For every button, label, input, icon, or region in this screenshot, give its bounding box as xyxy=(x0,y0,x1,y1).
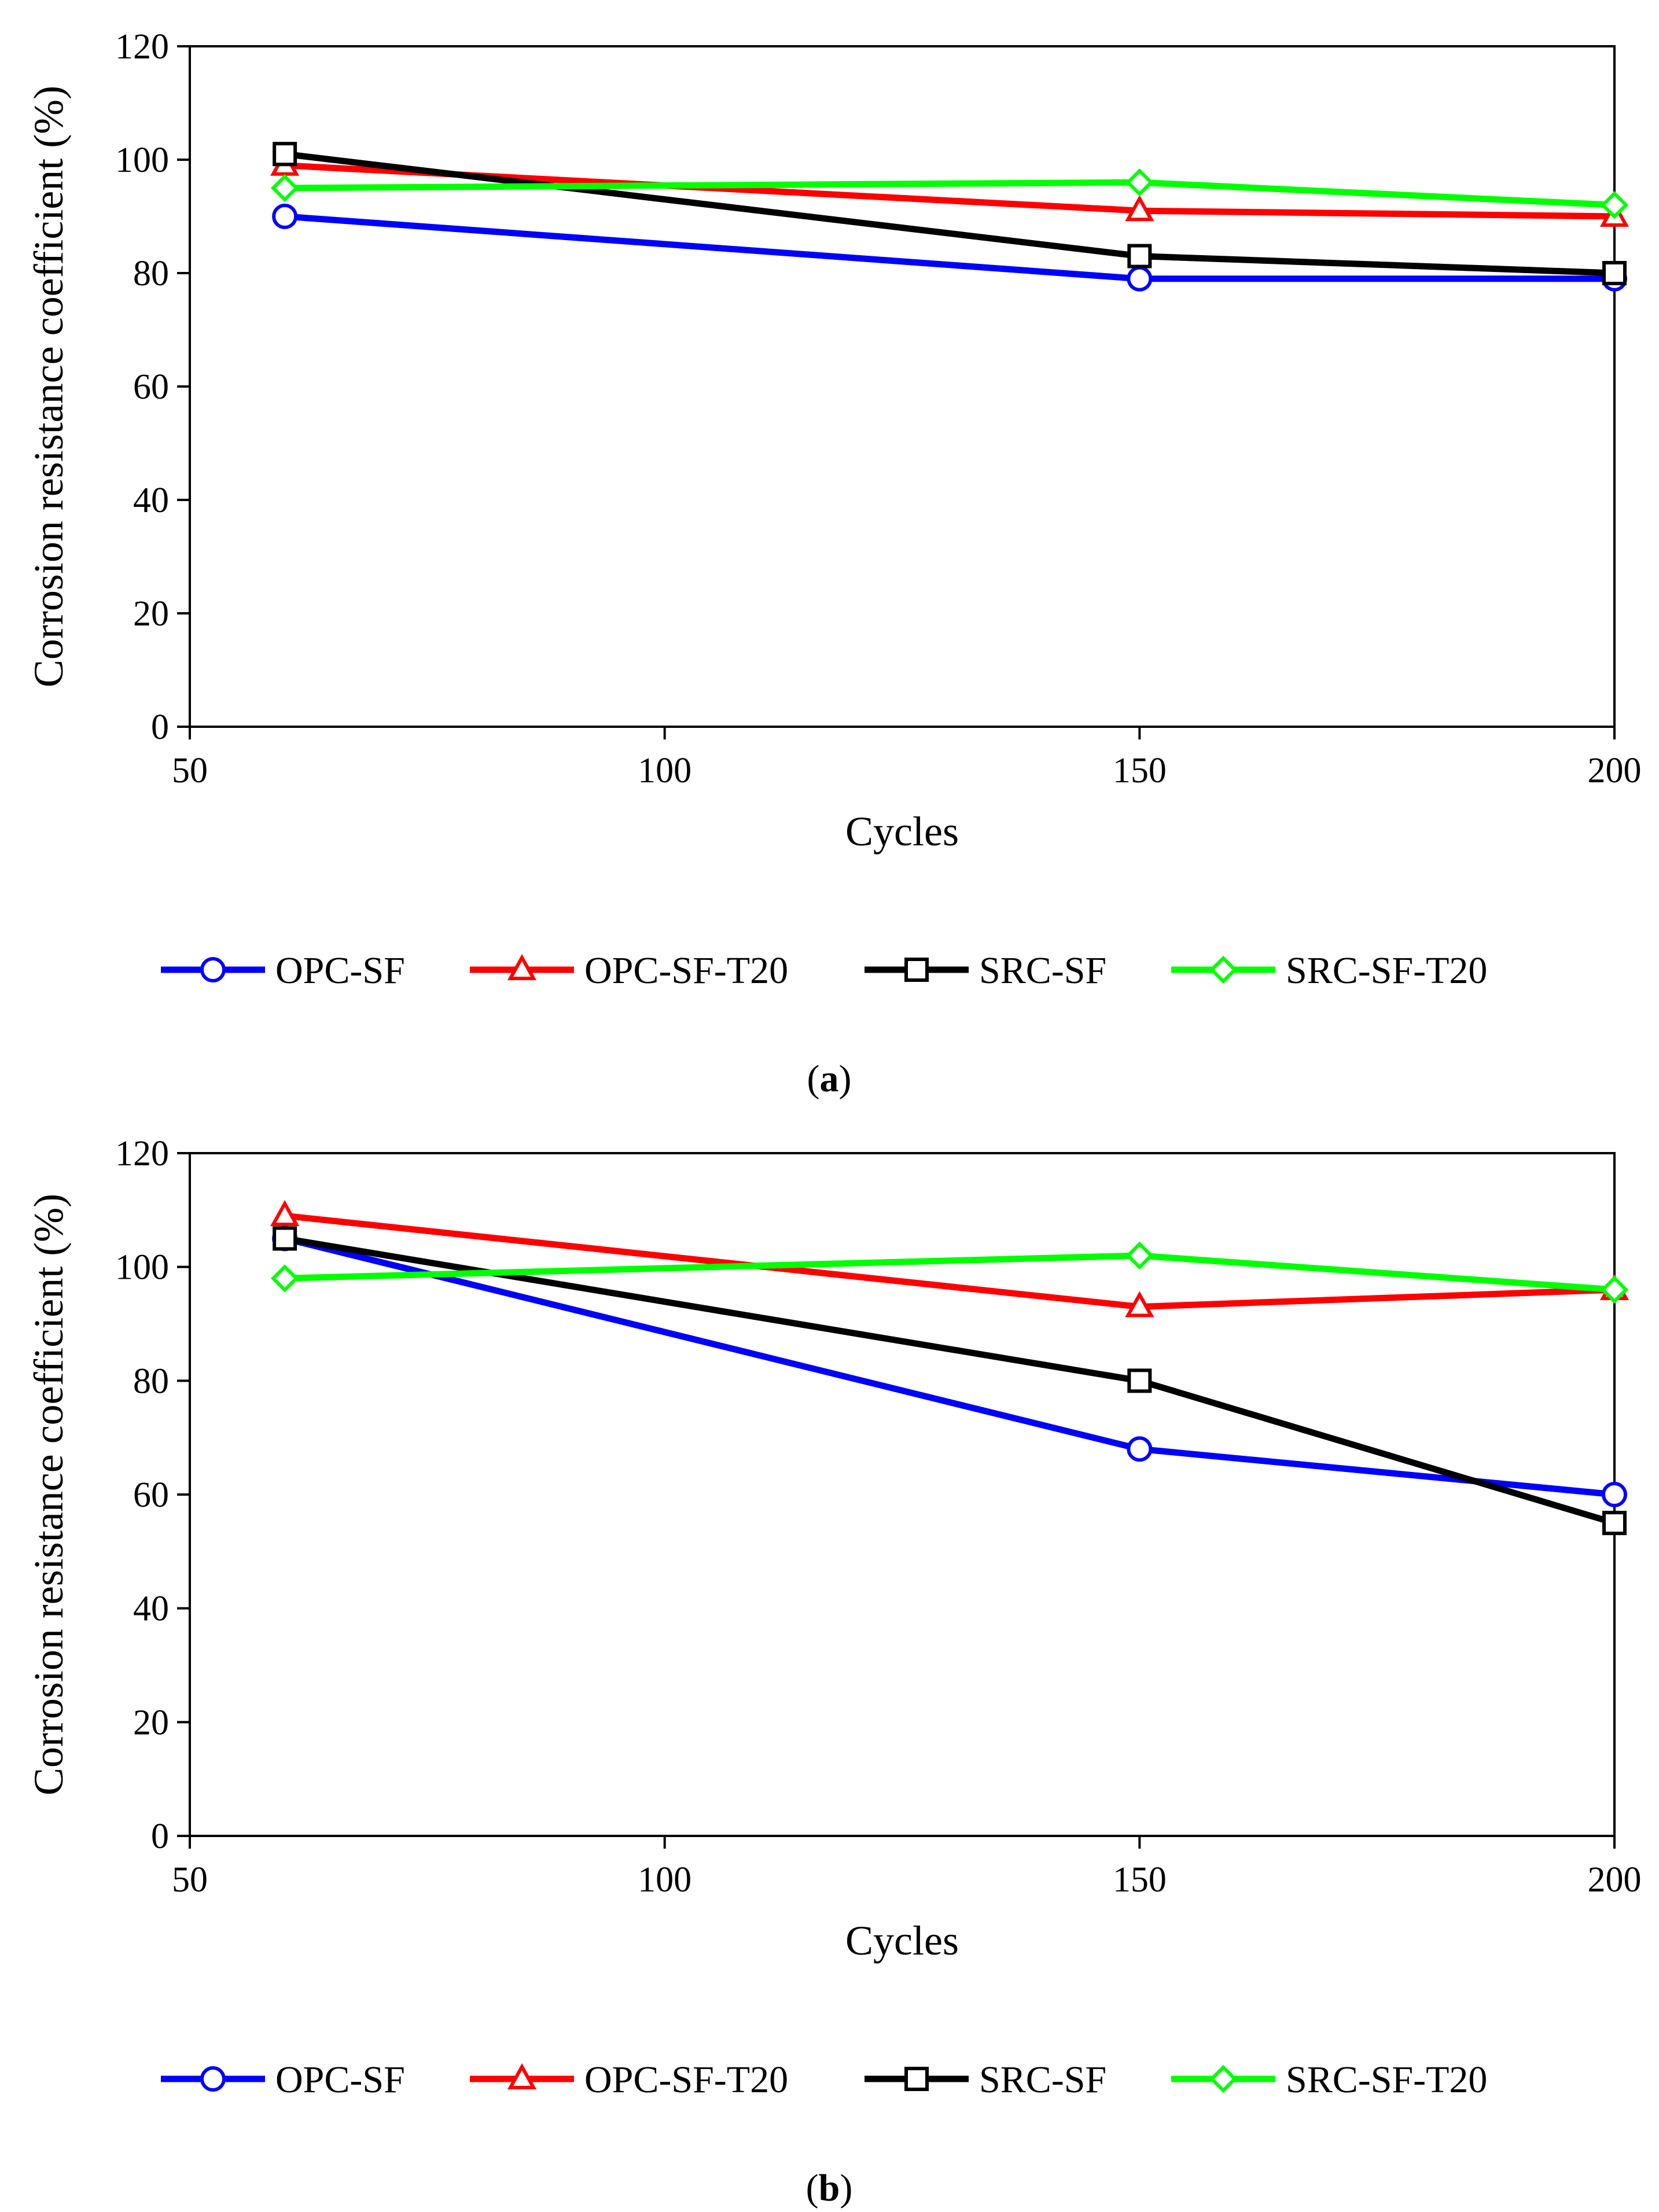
y-tick-label: 20 xyxy=(133,1703,169,1742)
x-tick-label: 150 xyxy=(1113,1860,1167,1900)
chart-panel-a: 0 20 40 60 80 100 120 50 100 150 200 Cycles Corrosio… xyxy=(25,27,1642,1100)
legend-marker-SRC-SF xyxy=(904,2067,929,2091)
x-tick-label: 200 xyxy=(1588,1860,1642,1900)
caption-letter: a xyxy=(820,1058,839,1100)
plot-frame xyxy=(189,45,1616,728)
legend-marker-OPC-SF-T20 xyxy=(507,954,537,980)
y-axis-label: Corrosion resistance coefficient (%) xyxy=(25,1194,72,1795)
data-point-SRC-SF-T20-200 xyxy=(1600,191,1629,219)
y-tick-label: 80 xyxy=(133,254,169,293)
y-tick-label: 120 xyxy=(115,1134,169,1173)
series-line-OPC-SF xyxy=(284,213,1614,282)
data-point-OPC-SF-60 xyxy=(272,204,298,229)
legend-marker-OPC-SF xyxy=(200,2066,226,2092)
data-point-SRC-SF-150 xyxy=(1127,1368,1152,1393)
series-line-SRC-SF xyxy=(284,1235,1616,1526)
legend-label-SRC-SF: SRC-SF xyxy=(979,949,1106,992)
legend-label-SRC-SF-T20: SRC-SF-T20 xyxy=(1286,949,1487,992)
legend-marker-SRC-SF-T20 xyxy=(1209,955,1238,984)
data-point-OPC-SF-T20-150 xyxy=(1125,195,1154,222)
y-tick-label: 120 xyxy=(115,27,169,67)
x-tick-label: 100 xyxy=(638,751,691,790)
x-tick-label: 100 xyxy=(638,1860,691,1900)
data-point-OPC-SF-200 xyxy=(1602,1482,1627,1507)
data-point-OPC-SF-T20-150 xyxy=(1125,1291,1154,1317)
x-tick-label: 50 xyxy=(172,751,208,790)
caption-open-paren: ( xyxy=(806,2167,819,2209)
caption-letter: b xyxy=(819,2167,840,2209)
x-tick-label: 150 xyxy=(1113,751,1167,790)
legend-label-SRC-SF: SRC-SF xyxy=(979,2059,1106,2101)
x-axis-label: Cycles xyxy=(845,1917,959,1964)
data-point-SRC-SF-150 xyxy=(1127,244,1152,268)
panel-caption: (b) xyxy=(806,2167,853,2209)
y-tick-label: 0 xyxy=(151,708,169,747)
data-point-SRC-SF-60 xyxy=(273,1226,297,1251)
y-tick-label: 40 xyxy=(133,1589,169,1629)
legend-marker-OPC-SF-T20 xyxy=(507,2063,537,2089)
data-point-SRC-SF-T20-150 xyxy=(1125,168,1154,197)
data-point-SRC-SF-200 xyxy=(1602,1511,1627,1536)
legend-label-OPC-SF-T20: OPC-SF-T20 xyxy=(584,949,788,992)
legend-label-OPC-SF-T20: OPC-SF-T20 xyxy=(584,2059,788,2101)
data-point-OPC-SF-150 xyxy=(1127,1436,1153,1462)
caption-close-paren: ) xyxy=(840,2167,852,2209)
y-tick-label: 100 xyxy=(115,141,169,180)
legend-label-SRC-SF-T20: SRC-SF-T20 xyxy=(1286,2059,1487,2101)
y-tick-label: 0 xyxy=(151,1817,169,1856)
legend-label-OPC-SF: OPC-SF xyxy=(275,2059,405,2101)
y-axis-label: Corrosion resistance coefficient (%) xyxy=(25,86,72,687)
chart-panel-b: 0 20 40 60 80 100 120 50 100 150 200 Cycles Corrosio… xyxy=(25,1134,1642,2209)
y-tick-label: 20 xyxy=(133,594,169,634)
caption-open-paren: ( xyxy=(807,1058,820,1100)
legend-marker-SRC-SF-T20 xyxy=(1209,2064,1238,2093)
data-point-SRC-SF-60 xyxy=(273,142,297,167)
legend-label-OPC-SF: OPC-SF xyxy=(275,949,405,992)
data-point-SRC-SF-T20-60 xyxy=(270,174,299,203)
legend-marker-OPC-SF xyxy=(200,957,226,982)
data-point-SRC-SF-T20-150 xyxy=(1125,1241,1154,1270)
y-tick-label: 60 xyxy=(133,1475,169,1515)
data-point-OPC-SF-150 xyxy=(1127,266,1153,292)
y-tick-label: 80 xyxy=(133,1361,169,1401)
data-point-SRC-SF-T20-60 xyxy=(270,1264,299,1293)
data-point-OPC-SF-T20-60 xyxy=(270,1199,300,1227)
x-tick-label: 200 xyxy=(1588,751,1642,790)
y-tick-label: 40 xyxy=(133,481,169,520)
series-line-OPC-SF-T20 xyxy=(284,162,1615,220)
panel-caption: (a) xyxy=(807,1058,852,1100)
data-point-SRC-SF-T20-200 xyxy=(1600,1275,1629,1304)
legend-marker-SRC-SF xyxy=(904,958,929,982)
y-tick-label: 60 xyxy=(133,367,169,407)
data-point-SRC-SF-200 xyxy=(1602,261,1627,285)
y-tick-label: 100 xyxy=(115,1248,169,1287)
caption-close-paren: ) xyxy=(839,1058,852,1100)
x-axis-label: Cycles xyxy=(845,808,959,855)
x-tick-label: 50 xyxy=(172,1860,208,1900)
